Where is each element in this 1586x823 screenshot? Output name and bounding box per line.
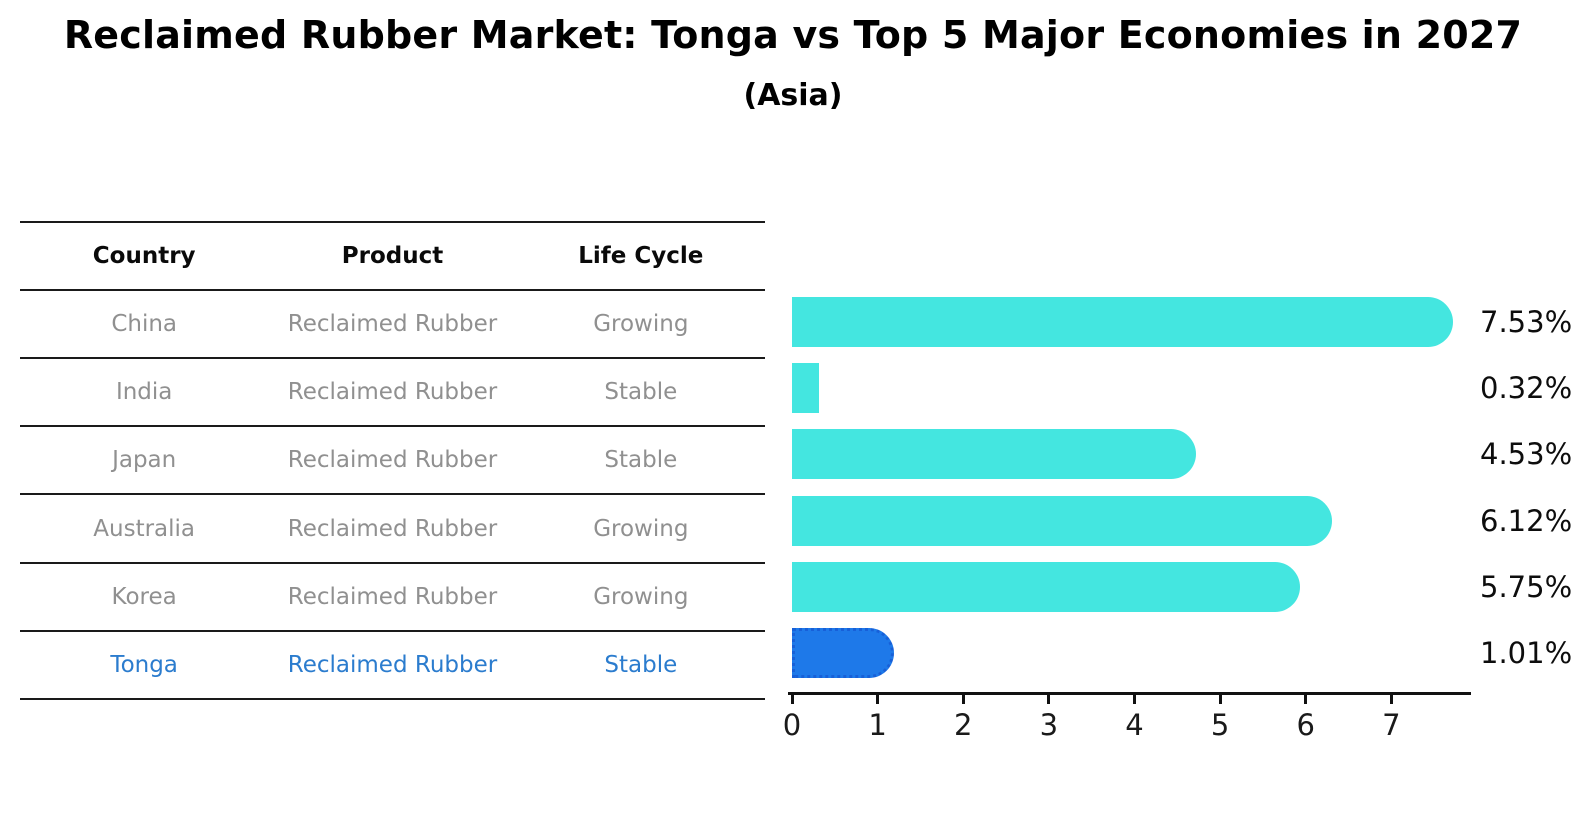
column-header-lifecycle: Life Cycle	[578, 243, 704, 269]
bar	[792, 363, 820, 414]
product-cell: Reclaimed Rubber	[287, 447, 498, 474]
value-label: 4.53%	[1480, 437, 1573, 472]
table-row: Japan Reclaimed Rubber Stable	[20, 427, 765, 496]
table-row: Korea Reclaimed Rubber Growing	[20, 564, 765, 632]
x-axis-line	[788, 692, 1471, 695]
bar	[792, 297, 1453, 348]
lifecycle-cell: Stable	[604, 651, 678, 678]
tick-mark	[1132, 693, 1136, 704]
value-label: 0.32%	[1480, 371, 1573, 406]
tick-label: 5	[1210, 708, 1230, 742]
bar	[792, 495, 1333, 546]
value-label: 7.53%	[1480, 305, 1573, 340]
tick-mark	[1047, 693, 1051, 704]
tick-mark	[876, 693, 880, 704]
table-row: Australia Reclaimed Rubber Growing	[20, 495, 765, 564]
country-cell: China	[111, 311, 178, 338]
country-cell: Tonga	[110, 651, 178, 678]
table-row: China Reclaimed Rubber Growing	[20, 291, 765, 360]
tick-label: 1	[868, 708, 887, 742]
tick-mark	[790, 693, 794, 704]
page-title: Reclaimed Rubber Market: Tonga vs Top 5 …	[63, 13, 1523, 57]
lifecycle-cell: Stable	[604, 447, 678, 474]
country-table: Country Product Life Cycle China Reclaim…	[20, 221, 765, 700]
bar-highlighted	[792, 561, 1301, 612]
column-header-product: Product	[341, 243, 444, 269]
lifecycle-cell: Stable	[604, 379, 678, 406]
column-header-country: Country	[92, 243, 196, 269]
value-label: 1.01%	[1480, 635, 1573, 670]
tick-mark	[1304, 693, 1308, 704]
table-row-highlighted: Tonga Reclaimed Rubber Stable	[20, 632, 765, 700]
tick-mark	[961, 693, 965, 704]
tick-label: 2	[954, 708, 973, 742]
page-subtitle: (Asia)	[743, 78, 843, 113]
tick-mark	[1389, 693, 1393, 704]
country-cell: Japan	[112, 447, 177, 474]
tick-label: 0	[782, 708, 802, 742]
product-cell: Reclaimed Rubber	[287, 379, 498, 406]
value-label: 6.12%	[1480, 503, 1573, 538]
tick-mark	[1218, 693, 1222, 704]
bar	[792, 627, 895, 678]
table-header-row: Country Product Life Cycle	[20, 223, 765, 291]
tick-label: 3	[1039, 708, 1059, 742]
tick-label: 6	[1296, 708, 1315, 742]
lifecycle-cell: Growing	[593, 515, 689, 542]
country-cell: Korea	[111, 583, 177, 610]
tick-label: 4	[1125, 708, 1144, 742]
product-cell: Reclaimed Rubber	[287, 651, 498, 678]
lifecycle-cell: Growing	[593, 583, 689, 610]
lifecycle-cell: Growing	[593, 311, 689, 338]
product-cell: Reclaimed Rubber	[287, 311, 498, 338]
country-cell: India	[115, 379, 173, 406]
bar-chart: 7.53% 0.32% 4.53% 6.12% 5.75% 1.01% 0 1 …	[783, 0, 1586, 823]
value-label: 5.75%	[1480, 569, 1573, 604]
product-cell: Reclaimed Rubber	[287, 515, 498, 542]
table-row: India Reclaimed Rubber Stable	[20, 359, 765, 428]
bar	[792, 429, 1196, 480]
tick-label: 7	[1382, 708, 1401, 742]
country-cell: Australia	[93, 515, 196, 542]
product-cell: Reclaimed Rubber	[287, 583, 498, 610]
